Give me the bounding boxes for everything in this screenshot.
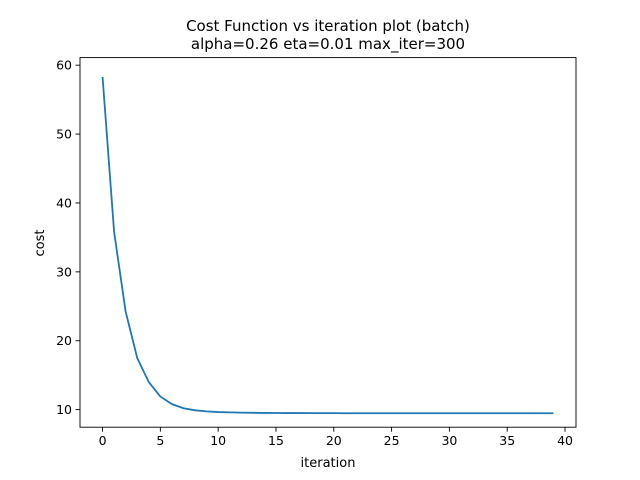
y-tick-label: 40 (56, 195, 72, 210)
cost-series-line (101, 76, 554, 415)
y-tick-label: 10 (56, 402, 72, 417)
x-tick-label: 10 (210, 433, 226, 448)
chart-title-line1: Cost Function vs iteration plot (batch) (186, 17, 470, 35)
x-tick-label: 25 (384, 433, 400, 448)
x-tick-label: 40 (557, 433, 573, 448)
x-tick-label: 30 (441, 433, 457, 448)
y-tick-label: 20 (56, 333, 72, 348)
y-tick-label: 60 (56, 58, 72, 73)
chart-title-line2: alpha=0.26 eta=0.01 max_iter=300 (191, 35, 465, 54)
x-tick-label: 35 (499, 433, 515, 448)
y-tick-label: 50 (56, 127, 72, 142)
y-axis-label: cost (33, 230, 48, 257)
y-tick-label: 30 (56, 264, 72, 279)
axes-frame (79, 57, 577, 428)
x-axis-label: iteration (301, 456, 356, 471)
x-tick-label: 20 (326, 433, 342, 448)
plot-area: 0 5 10 15 20 25 30 35 40 10 20 30 40 50 60 (56, 58, 573, 449)
x-tick-label: 15 (268, 433, 284, 448)
x-tick-label: 5 (156, 433, 164, 448)
x-tick-label: 0 (99, 433, 107, 448)
